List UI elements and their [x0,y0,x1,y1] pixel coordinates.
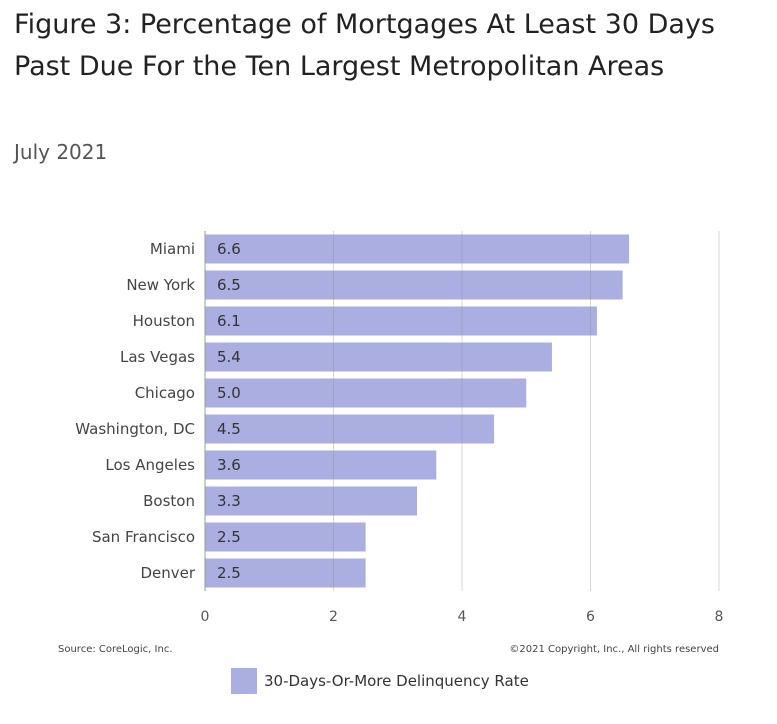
bar [205,378,527,408]
category-label: Los Angeles [105,456,195,474]
legend-swatch [231,668,257,694]
category-label: Boston [143,492,195,510]
category-label: Chicago [135,384,195,402]
x-axis-ticks: 0 2 4 6 8 [201,609,724,625]
bar [205,486,418,516]
x-tick-label: 4 [458,609,467,625]
chart-title: Figure 3: Percentage of Mortgages At Lea… [14,9,715,82]
data-label: 2.5 [217,528,241,546]
category-label: New York [126,276,195,294]
x-tick-label: 0 [201,609,210,625]
data-label: 5.0 [217,384,241,402]
category-label: Las Vegas [120,348,195,366]
source-note: Source: CoreLogic, Inc. [58,644,173,655]
legend-label: 30-Days-Or-More Delinquency Rate [264,672,529,690]
x-tick-label: 6 [586,609,595,625]
data-label: 5.4 [217,348,241,366]
x-tick-label: 2 [329,609,338,625]
x-tick-label: 8 [715,609,724,625]
data-label: 3.6 [217,456,241,474]
data-label: 6.5 [217,276,241,294]
category-label: Houston [133,312,195,330]
bar [205,306,597,336]
data-label: 3.3 [217,492,241,510]
bar [205,450,437,480]
legend: 30-Days-Or-More Delinquency Rate [231,668,529,694]
category-labels: Miami New York Houston Las Vegas Chicago Wash… [75,240,196,582]
data-label: 6.6 [217,240,241,258]
data-label: 6.1 [217,312,241,330]
category-label: Miami [150,240,195,258]
data-label: 2.5 [217,564,241,582]
bar [205,342,552,372]
bar [205,234,630,264]
data-label: 4.5 [217,420,241,438]
category-label: Denver [140,564,195,582]
category-label: San Francisco [92,528,195,546]
copyright-note: ©2021 Copyright, Inc., All rights reserv… [509,644,719,655]
bar [205,522,366,552]
bar [205,558,366,588]
chart-subtitle: July 2021 [14,140,108,164]
bars: 6.6 6.5 6.1 5.4 5.0 4.5 3.6 3.3 2.5 2.5 [205,234,630,588]
bar [205,414,495,444]
category-label: Washington, DC [75,420,195,438]
bar [205,270,623,300]
